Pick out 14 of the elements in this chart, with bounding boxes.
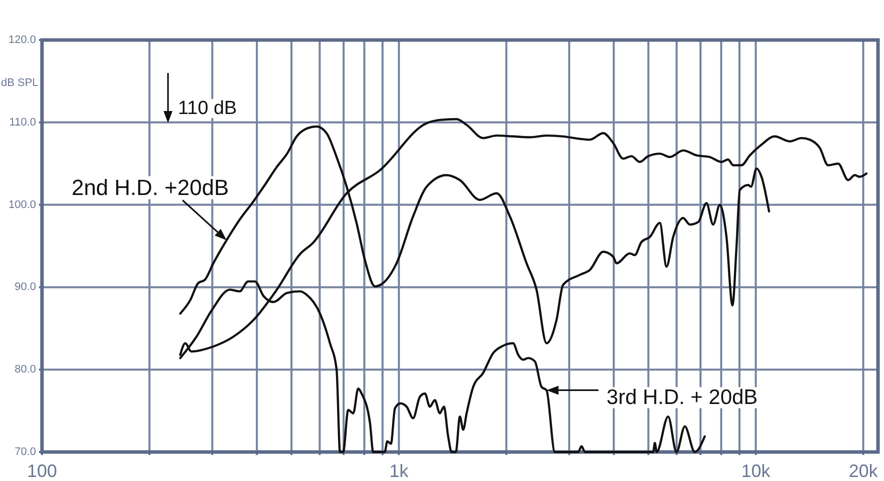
y-tick-label: 120.0 — [8, 34, 36, 46]
x-tick-label: 1k — [389, 461, 410, 481]
y-axis-title: dB SPL — [1, 77, 38, 89]
y-tick-label: 90.0 — [14, 281, 36, 294]
y-tick-label: 70.0 — [14, 446, 36, 458]
y-tick-label: 80.0 — [14, 364, 36, 376]
y-tick-label: 110.0 — [9, 116, 36, 128]
x-tick-label: 20k — [848, 461, 879, 481]
annotation: 110 dB — [178, 98, 237, 119]
x-tick-label: 100 — [26, 461, 58, 481]
legend-label: 3rd H.D. + 20dB — [606, 386, 758, 410]
x-tick-label: 10k — [741, 461, 772, 481]
y-tick-label: 100.0 — [8, 198, 36, 211]
series-label: 2nd H.D. +20dB — [72, 175, 229, 200]
